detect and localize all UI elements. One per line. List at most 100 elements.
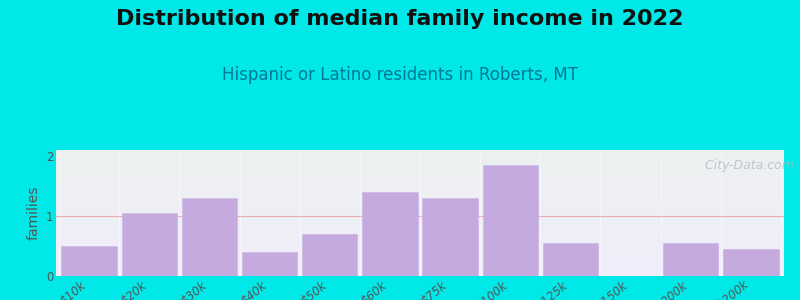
- Bar: [56, 62, 784, 63]
- Bar: [56, 74, 784, 75]
- Bar: [56, 101, 784, 103]
- Bar: [56, 125, 784, 127]
- Bar: [56, 210, 784, 211]
- Bar: [56, 154, 784, 156]
- Bar: [56, 193, 784, 194]
- Bar: [56, 80, 784, 82]
- Bar: [56, 75, 784, 76]
- Bar: [56, 167, 784, 169]
- Bar: [56, 67, 784, 68]
- Bar: [56, 117, 784, 119]
- Bar: [56, 89, 784, 91]
- Bar: [56, 112, 784, 113]
- Bar: [56, 214, 784, 215]
- Bar: [56, 203, 784, 205]
- Bar: [56, 215, 784, 217]
- Bar: [56, 108, 784, 109]
- Bar: [56, 84, 784, 86]
- Bar: [56, 35, 784, 37]
- Bar: [56, 103, 784, 104]
- Bar: [56, 128, 784, 129]
- Bar: [56, 251, 784, 252]
- Bar: [56, 259, 784, 260]
- Bar: [56, 224, 784, 226]
- Bar: [56, 222, 784, 223]
- Bar: [56, 145, 784, 146]
- Bar: [56, 220, 784, 222]
- Bar: [56, 244, 784, 246]
- Bar: [56, 96, 784, 98]
- Bar: [56, 17, 784, 18]
- Bar: [56, 25, 784, 26]
- Bar: [56, 113, 784, 115]
- Bar: [56, 52, 784, 54]
- Bar: [56, 124, 784, 125]
- Bar: [56, 254, 784, 255]
- Bar: [56, 55, 784, 56]
- Bar: [56, 273, 784, 275]
- Bar: [56, 230, 784, 231]
- Bar: [56, 267, 784, 268]
- Bar: [56, 79, 784, 80]
- Bar: [56, 190, 784, 191]
- Bar: [56, 201, 784, 202]
- Bar: [56, 243, 784, 244]
- Bar: [56, 14, 784, 15]
- Bar: [56, 146, 784, 148]
- Bar: [56, 95, 784, 96]
- Bar: [56, 87, 784, 88]
- Bar: [56, 141, 784, 142]
- Bar: [56, 239, 784, 240]
- Bar: [56, 127, 784, 128]
- Bar: [56, 198, 784, 199]
- Bar: [56, 246, 784, 247]
- Bar: [56, 46, 784, 47]
- Bar: [56, 257, 784, 259]
- Bar: [56, 194, 784, 195]
- Bar: [56, 28, 784, 30]
- Bar: [56, 19, 784, 21]
- Bar: [56, 138, 784, 140]
- Bar: [56, 205, 784, 206]
- Bar: [56, 142, 784, 144]
- Bar: [56, 223, 784, 224]
- Bar: [56, 92, 784, 93]
- Bar: [56, 170, 784, 172]
- Bar: [56, 156, 784, 157]
- Bar: [56, 264, 784, 266]
- Bar: [56, 85, 784, 87]
- Bar: [56, 144, 784, 145]
- Bar: [56, 164, 784, 165]
- Bar: [56, 269, 784, 271]
- Bar: [56, 252, 784, 253]
- Bar: [56, 77, 784, 79]
- Bar: [56, 100, 784, 101]
- Bar: [56, 235, 784, 236]
- Bar: [56, 66, 784, 67]
- Bar: [56, 176, 784, 177]
- Bar: [56, 33, 784, 34]
- Bar: [56, 250, 784, 251]
- Bar: [56, 88, 784, 89]
- Bar: [56, 196, 784, 198]
- Bar: [56, 275, 784, 276]
- Bar: [56, 148, 784, 149]
- Bar: [56, 18, 784, 19]
- Bar: [56, 105, 784, 107]
- Bar: [56, 118, 784, 120]
- Bar: [56, 232, 784, 234]
- Bar: [56, 231, 784, 232]
- Bar: [56, 256, 784, 257]
- Bar: [56, 189, 784, 190]
- Bar: [56, 208, 784, 210]
- Bar: [56, 181, 784, 182]
- Bar: [56, 166, 784, 167]
- Bar: [56, 206, 784, 207]
- Y-axis label: families: families: [26, 186, 40, 240]
- Bar: [482, 165, 538, 276]
- Bar: [56, 158, 784, 160]
- Bar: [56, 183, 784, 185]
- Bar: [56, 195, 784, 196]
- Bar: [56, 140, 784, 141]
- Bar: [56, 70, 784, 71]
